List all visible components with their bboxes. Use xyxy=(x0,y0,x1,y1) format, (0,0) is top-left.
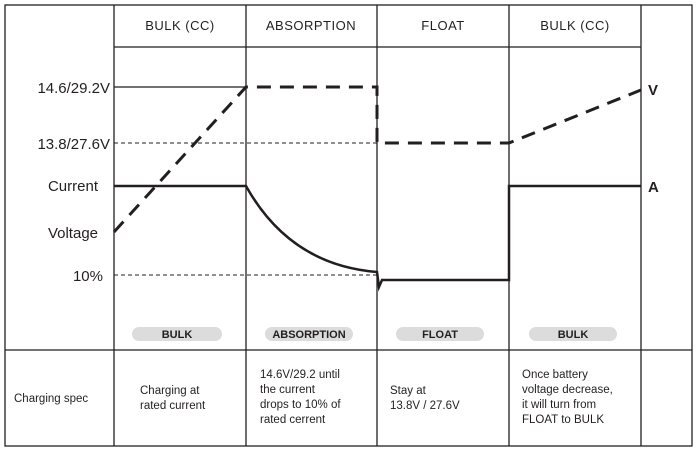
spec-line: it will turn from xyxy=(522,399,596,411)
outer-border xyxy=(4,4,693,447)
pill-float xyxy=(396,327,484,341)
spec-cell-bulk-2: Once battery voltage decrease, it will t… xyxy=(522,369,613,426)
pill-label: BULK xyxy=(558,329,589,341)
spec-cell-float: Stay at 13.8V / 27.6V xyxy=(390,385,460,412)
label-ten-percent: 10% xyxy=(73,268,103,285)
spec-line: 13.8V / 27.6V xyxy=(390,400,460,412)
label-current: Current xyxy=(48,178,99,195)
voltage-curve xyxy=(112,85,642,234)
pill-label: ABSORPTION xyxy=(272,329,345,341)
pill-bulk-2 xyxy=(529,327,617,341)
spec-line: rated cerrent xyxy=(260,414,326,426)
spec-line: Charging at xyxy=(140,385,200,397)
spec-line: voltage decrease, xyxy=(522,384,613,396)
phase-header: ABSORPTION xyxy=(266,18,356,33)
pill-label: FLOAT xyxy=(422,329,458,341)
charging-spec-label: Charging spec xyxy=(14,393,88,405)
spec-line: 14.6V/29.2 until xyxy=(260,369,340,381)
phase-header: BULK (CC) xyxy=(540,18,610,33)
spec-cell-absorption: 14.6V/29.2 until the current drops to 10… xyxy=(260,369,341,426)
spec-line: drops to 10% of xyxy=(260,399,341,411)
spec-line: FLOAT to BULK xyxy=(522,414,604,426)
spec-line: Stay at xyxy=(390,385,427,397)
spec-line: rated current xyxy=(140,400,206,412)
phase-header: BULK (CC) xyxy=(145,18,215,33)
pill-label: BULK xyxy=(162,329,193,341)
current-curve xyxy=(114,184,641,292)
voltage-curve-label: V xyxy=(648,82,658,99)
current-curve-label: A xyxy=(648,179,659,196)
spec-line: Once battery xyxy=(522,369,588,381)
phase-header: FLOAT xyxy=(421,18,464,33)
pill-bulk xyxy=(132,327,222,341)
phase-pills: BULK ABSORPTION FLOAT BULK xyxy=(132,327,617,341)
grid xyxy=(4,4,693,447)
spec-cell-bulk: Charging at rated current xyxy=(140,385,206,412)
spec-line: the current xyxy=(260,384,316,396)
label-v-float: 13.8/27.6V xyxy=(37,136,110,153)
label-v-high: 14.6/29.2V xyxy=(37,80,110,97)
label-voltage: Voltage xyxy=(48,225,98,242)
pill-absorption xyxy=(265,327,353,341)
